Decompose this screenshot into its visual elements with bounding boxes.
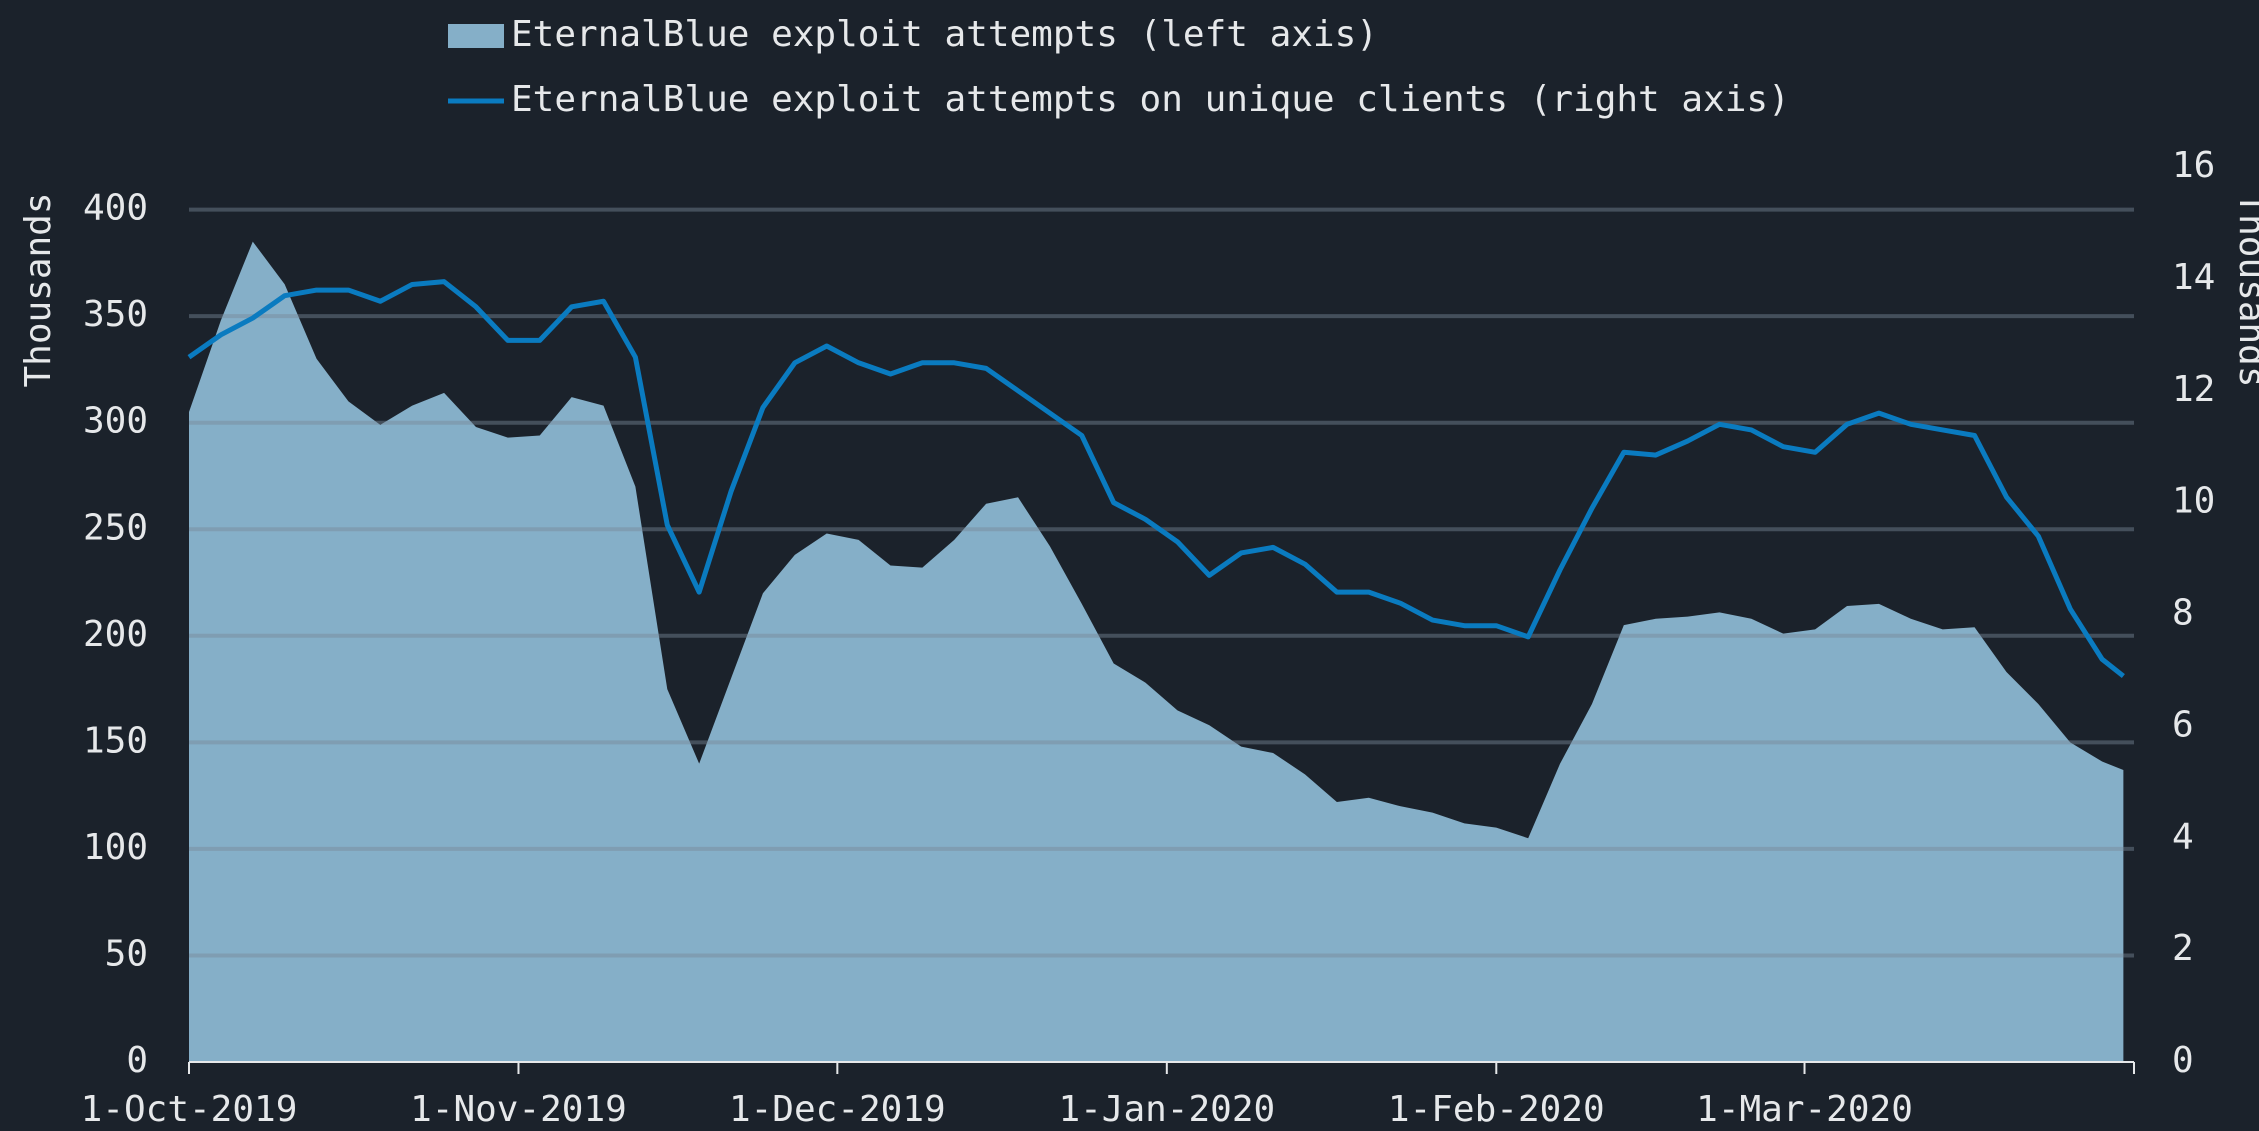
y2-tick-label: 0 [2172,1040,2194,1081]
x-tick-label: 1-Nov-2019 [410,1089,627,1130]
y2-tick-label: 16 [2172,145,2215,186]
y2-tick-label: 14 [2172,257,2215,298]
y-tick-label: 0 [126,1040,148,1081]
area [189,241,2124,1063]
x-tick-label: 1-Mar-2020 [1696,1089,1913,1130]
y2-tick-label: 8 [2172,593,2194,634]
x-tick-label: 1-Jan-2020 [1058,1089,1275,1130]
y-tick-label: 250 [83,507,148,548]
y-tick-label: 400 [83,188,148,229]
y2-tick-label: 10 [2172,481,2215,522]
y2-tick-label: 6 [2172,704,2194,745]
y2-tick-label: 4 [2172,816,2194,857]
y2-axis-label: Thousands [2231,192,2259,387]
x-tick-label: 1-Feb-2020 [1388,1089,1605,1130]
legend-label: EternalBlue exploit attempts (left axis) [511,14,1378,55]
y-tick-label: 50 [105,933,148,974]
line [187,279,2125,678]
y-tick-label: 100 [83,827,148,868]
y-tick-label: 200 [83,614,148,655]
y-tick-label: 350 [83,294,148,335]
y-axis-label: Thousands [18,192,59,387]
y-tick-label: 300 [83,401,148,442]
legend-label: EternalBlue exploit attempts on unique c… [511,79,1790,120]
y2-tick-label: 12 [2172,369,2215,410]
y2-tick-label: 2 [2172,928,2194,969]
y-tick-label: 150 [83,720,148,761]
x-tick-label: 1-Oct-2019 [81,1089,298,1130]
legend-swatch [448,24,504,48]
x-tick-label: 1-Dec-2019 [729,1089,946,1130]
